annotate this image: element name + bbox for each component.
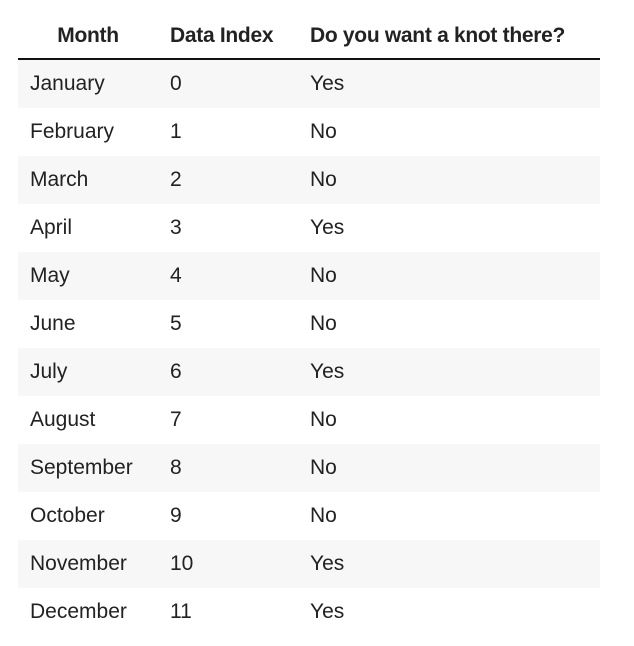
cell-month: October — [30, 504, 105, 527]
cell-data-index: 6 — [158, 348, 298, 396]
knot-table: Month Data Index Do you want a knot ther… — [18, 14, 600, 636]
cell-data-index: 5 — [170, 312, 182, 335]
cell-data-index: 8 — [158, 444, 298, 492]
cell-knot: Yes — [298, 59, 600, 108]
header-month: Month — [18, 14, 158, 60]
cell-data-index: 4 — [158, 252, 298, 300]
cell-month: June — [30, 312, 76, 335]
cell-knot: No — [310, 504, 337, 527]
cell-knot: Yes — [298, 540, 600, 588]
cell-month: September — [18, 444, 158, 492]
cell-knot: No — [298, 156, 600, 204]
cell-month: November — [18, 540, 158, 588]
cell-knot: No — [310, 408, 337, 431]
cell-data-index: 1 — [170, 120, 182, 143]
table-row: August 7 No — [18, 396, 600, 444]
cell-month: August — [30, 408, 96, 431]
header-knot: Do you want a knot there? — [298, 14, 600, 60]
table-row: March 2 No — [18, 156, 600, 204]
table-row: June 5 No — [18, 300, 600, 348]
cell-knot: No — [310, 312, 337, 335]
cell-knot: Yes — [310, 216, 345, 239]
cell-knot: Yes — [310, 600, 345, 623]
cell-data-index: 10 — [158, 540, 298, 588]
cell-month: July — [18, 348, 158, 396]
header-data-index: Data Index — [158, 14, 298, 60]
table-row: December 11 Yes — [18, 588, 600, 636]
table-row: September 8 No — [18, 444, 600, 492]
cell-month: December — [30, 600, 127, 623]
cell-month: March — [18, 156, 158, 204]
cell-data-index: 3 — [170, 216, 182, 239]
cell-month: February — [30, 120, 115, 143]
header-row: Month Data Index Do you want a knot ther… — [18, 14, 600, 60]
table-row: February 1 No — [18, 108, 600, 156]
cell-data-index: 9 — [170, 504, 182, 527]
cell-knot: Yes — [298, 348, 600, 396]
cell-data-index: 11 — [170, 600, 192, 623]
cell-month: January — [18, 59, 158, 108]
table-row: July 6 Yes — [18, 348, 600, 396]
table-row: October 9 No — [18, 492, 600, 540]
cell-data-index: 0 — [158, 59, 298, 108]
table-row: November 10 Yes — [18, 540, 600, 588]
cell-data-index: 7 — [170, 408, 182, 431]
cell-data-index: 2 — [158, 156, 298, 204]
cell-knot: No — [298, 444, 600, 492]
cell-knot: No — [298, 252, 600, 300]
table-row: May 4 No — [18, 252, 600, 300]
cell-month: April — [30, 216, 73, 239]
table-row: January 0 Yes — [18, 59, 600, 108]
cell-month: May — [18, 252, 158, 300]
cell-knot: No — [310, 120, 337, 143]
table-row: April 3 Yes — [18, 204, 600, 252]
